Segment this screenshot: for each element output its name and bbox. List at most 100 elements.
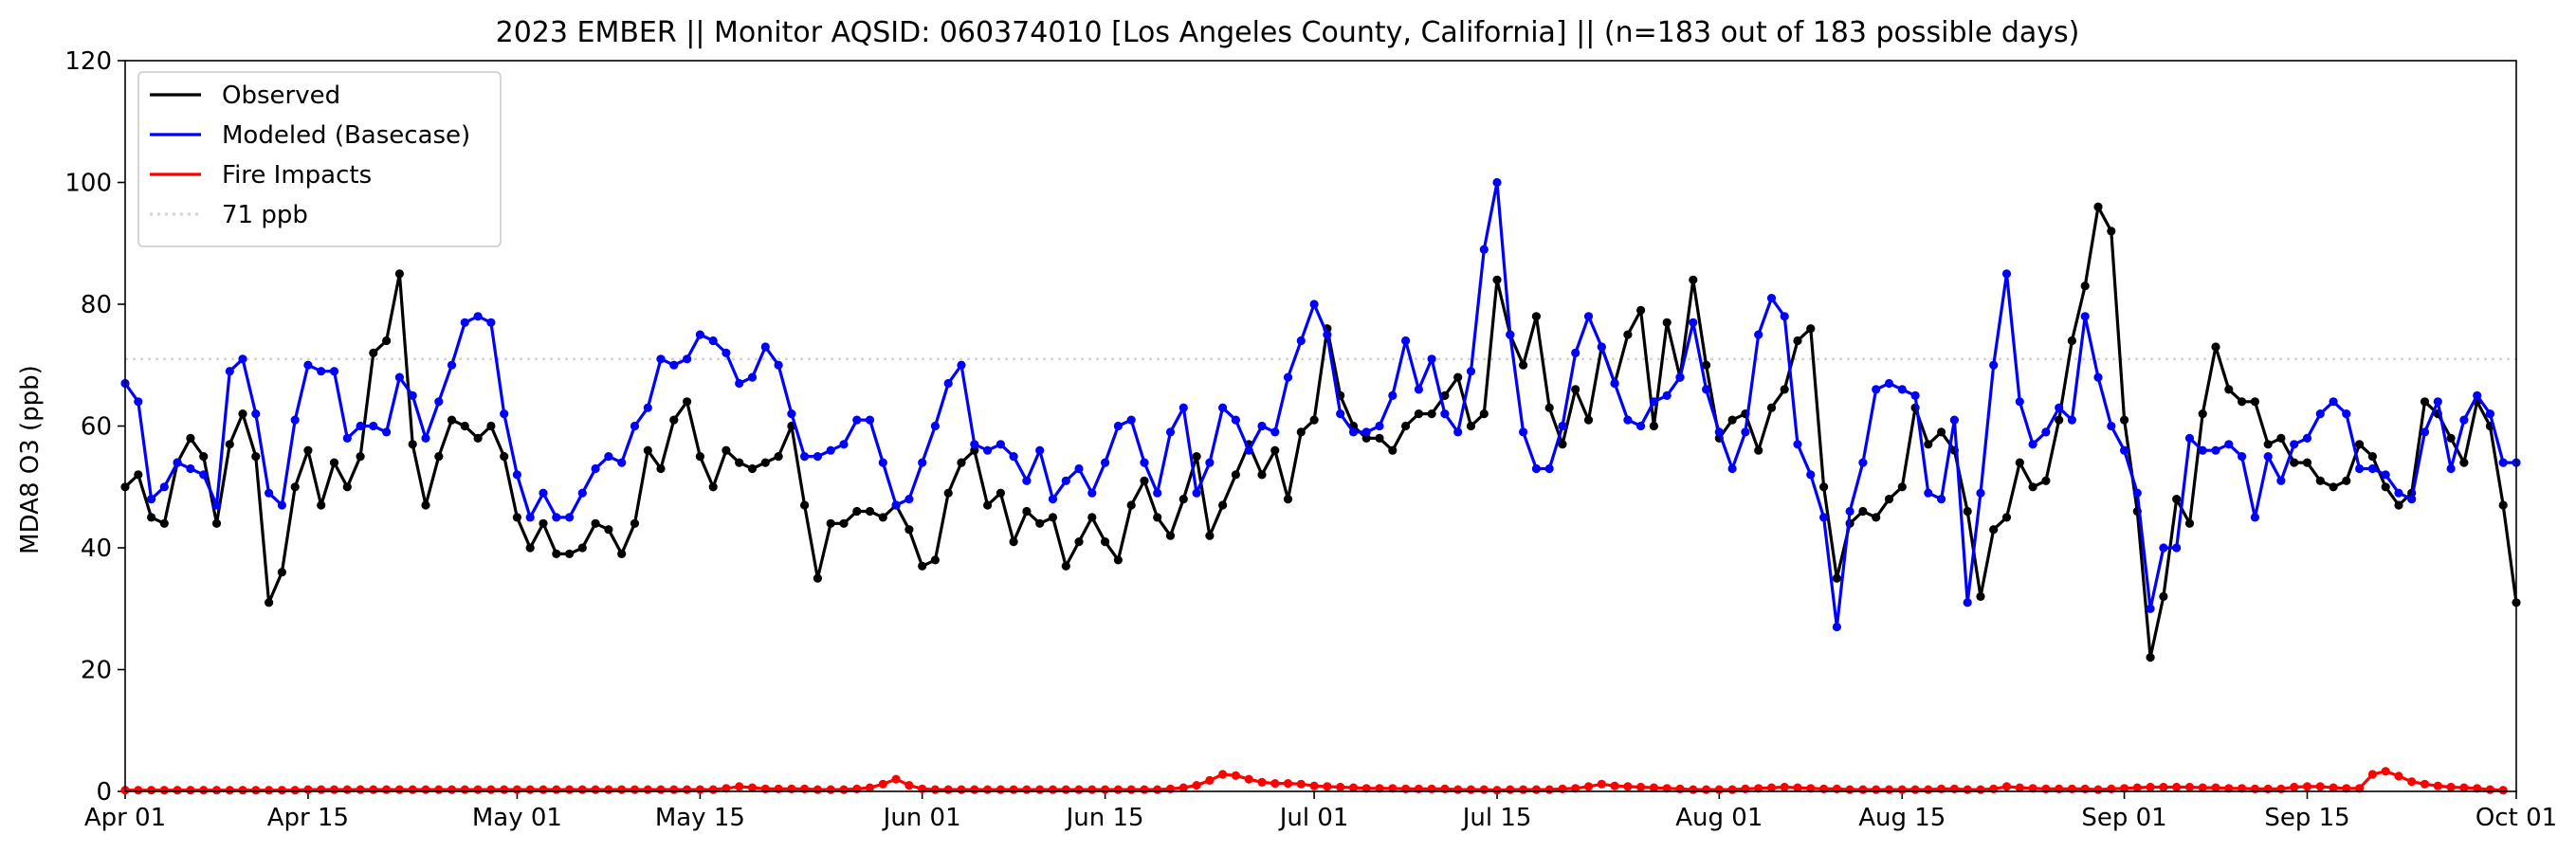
data-point-modeled-basecase bbox=[2211, 445, 2220, 455]
data-point-observed bbox=[1192, 452, 1201, 462]
data-point-fire-impacts bbox=[356, 785, 365, 794]
data-point-modeled-basecase bbox=[1858, 458, 1868, 467]
data-point-modeled-basecase bbox=[1101, 458, 1110, 467]
data-point-fire-impacts bbox=[577, 785, 587, 794]
data-point-fire-impacts bbox=[826, 785, 835, 794]
data-point-observed bbox=[525, 543, 535, 553]
data-point-observed bbox=[1766, 403, 1777, 412]
data-point-fire-impacts bbox=[1466, 785, 1476, 794]
data-point-modeled-basecase bbox=[2028, 440, 2037, 449]
data-point-observed bbox=[722, 445, 731, 455]
series-line-modeled-basecase bbox=[123, 180, 2516, 629]
x-tick-label: Aug 15 bbox=[1858, 804, 1946, 832]
data-point-modeled-basecase bbox=[1453, 427, 1463, 437]
data-point-fire-impacts bbox=[1205, 775, 1215, 786]
data-point-fire-impacts bbox=[1910, 785, 1920, 794]
data-point-observed bbox=[996, 488, 1005, 498]
data-point-observed bbox=[1427, 409, 1436, 419]
data-point-fire-impacts bbox=[1623, 782, 1633, 791]
data-point-observed bbox=[1531, 312, 1541, 321]
data-point-observed bbox=[356, 452, 365, 462]
data-point-observed bbox=[695, 452, 705, 462]
data-point-fire-impacts bbox=[1361, 784, 1371, 793]
data-point-observed bbox=[1218, 500, 1228, 510]
data-point-fire-impacts bbox=[2238, 784, 2247, 793]
data-point-fire-impacts bbox=[656, 785, 666, 794]
data-point-modeled-basecase bbox=[1924, 488, 1933, 498]
data-point-modeled-basecase bbox=[800, 452, 810, 462]
data-point-fire-impacts bbox=[1375, 784, 1384, 793]
data-point-modeled-basecase bbox=[2355, 463, 2365, 474]
data-point-observed bbox=[1375, 433, 1384, 443]
data-point-fire-impacts bbox=[539, 785, 548, 794]
data-point-modeled-basecase bbox=[1610, 378, 1619, 389]
data-point-observed bbox=[604, 525, 613, 535]
data-point-fire-impacts bbox=[2367, 770, 2377, 779]
data-point-observed bbox=[434, 452, 444, 462]
data-point-observed bbox=[1074, 537, 1084, 547]
data-point-modeled-basecase bbox=[1309, 299, 1319, 309]
series-modeled-basecase bbox=[120, 177, 2521, 632]
data-point-observed bbox=[460, 421, 469, 431]
data-point-fire-impacts bbox=[1348, 783, 1359, 792]
data-point-observed bbox=[1113, 555, 1123, 565]
data-point-modeled-basecase bbox=[865, 415, 875, 425]
data-point-fire-impacts bbox=[303, 785, 313, 794]
data-point-fire-impacts bbox=[460, 785, 469, 794]
y-tick-label: 80 bbox=[81, 291, 112, 319]
data-point-fire-impacts bbox=[2001, 782, 2012, 791]
data-point-observed bbox=[265, 598, 274, 608]
data-point-observed bbox=[2355, 440, 2365, 449]
data-point-observed bbox=[2211, 342, 2220, 352]
data-point-fire-impacts bbox=[2015, 783, 2024, 792]
data-point-modeled-basecase bbox=[1741, 427, 1750, 437]
data-point-observed bbox=[735, 458, 744, 467]
data-point-fire-impacts bbox=[447, 785, 457, 794]
data-point-observed bbox=[904, 525, 914, 535]
data-point-fire-impacts bbox=[1113, 785, 1123, 794]
x-tick-label: Jul 15 bbox=[1461, 804, 1532, 832]
data-point-modeled-basecase bbox=[2093, 372, 2103, 382]
data-point-fire-impacts bbox=[2498, 786, 2508, 795]
data-point-fire-impacts bbox=[512, 785, 522, 794]
data-point-observed bbox=[159, 518, 169, 528]
data-point-modeled-basecase bbox=[382, 427, 392, 437]
data-point-modeled-basecase bbox=[1440, 409, 1450, 419]
data-point-observed bbox=[617, 549, 627, 559]
data-point-modeled-basecase bbox=[2041, 427, 2051, 437]
data-point-observed bbox=[983, 500, 993, 510]
data-point-observed bbox=[1414, 409, 1423, 419]
data-point-observed bbox=[552, 549, 561, 559]
data-point-fire-impacts bbox=[147, 786, 156, 795]
data-point-fire-impacts bbox=[2093, 785, 2103, 794]
data-point-modeled-basecase bbox=[643, 403, 652, 412]
data-point-fire-impacts bbox=[970, 785, 979, 794]
data-point-observed bbox=[2198, 409, 2207, 419]
legend: Observed Modeled (Basecase) Fire Impacts 71… bbox=[137, 71, 502, 247]
data-point-fire-impacts bbox=[1506, 785, 1515, 794]
data-point-fire-impacts bbox=[1140, 785, 1149, 794]
data-point-observed bbox=[2276, 433, 2286, 443]
data-point-modeled-basecase bbox=[408, 390, 417, 400]
data-point-modeled-basecase bbox=[2224, 440, 2234, 449]
legend-label: Fire Impacts bbox=[222, 161, 372, 190]
data-point-fire-impacts bbox=[2120, 784, 2129, 793]
x-tick-label: Jun 01 bbox=[882, 804, 961, 832]
data-point-observed bbox=[1126, 500, 1136, 510]
data-point-fire-impacts bbox=[2290, 782, 2299, 792]
data-point-fire-impacts bbox=[565, 785, 575, 794]
data-point-modeled-basecase bbox=[2367, 463, 2377, 474]
data-point-fire-impacts bbox=[1963, 785, 1972, 794]
data-point-fire-impacts bbox=[421, 785, 430, 794]
data-point-modeled-basecase bbox=[2276, 476, 2286, 485]
data-point-modeled-basecase bbox=[186, 463, 195, 474]
data-point-observed bbox=[1702, 360, 1711, 370]
data-point-fire-impacts bbox=[2184, 782, 2195, 792]
data-point-fire-impacts bbox=[1257, 777, 1267, 788]
data-point-fire-impacts bbox=[473, 785, 483, 794]
data-point-fire-impacts bbox=[2342, 784, 2351, 793]
data-point-observed bbox=[329, 458, 339, 467]
data-point-observed bbox=[1924, 440, 1933, 449]
data-point-modeled-basecase bbox=[1689, 318, 1698, 327]
data-point-observed bbox=[277, 568, 286, 577]
